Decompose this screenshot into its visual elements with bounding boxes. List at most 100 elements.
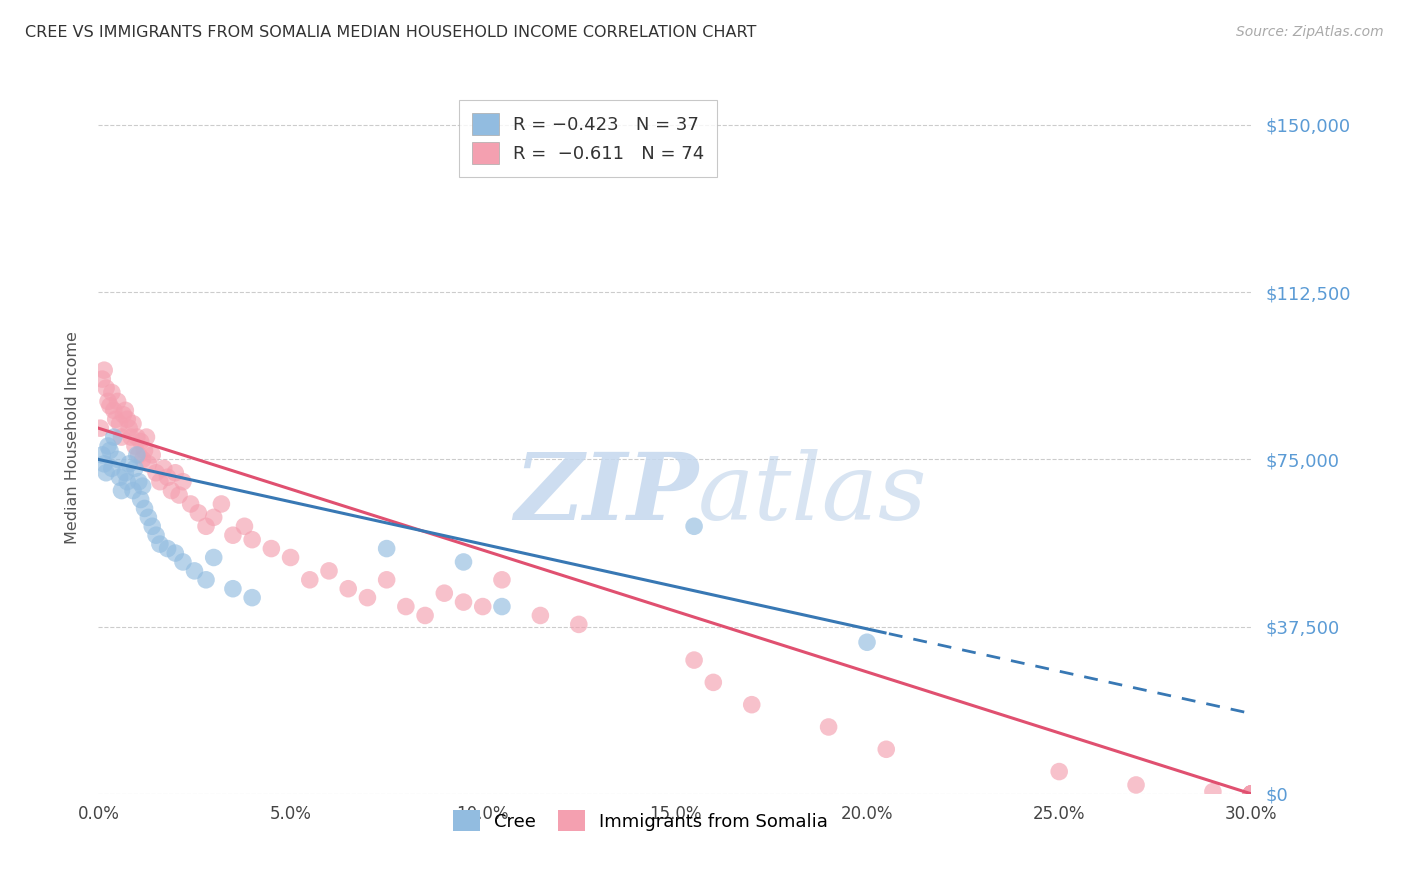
Point (240, 591, 263, 605)
Point (101, 385, 124, 400)
Point (129, 492, 152, 507)
Point (125, 430, 148, 444)
Point (152, 461, 174, 475)
Point (683, 519, 706, 533)
Point (160, 483, 183, 498)
Point (114, 466, 136, 480)
Point (1240, 787, 1263, 801)
Point (202, 550, 225, 565)
Point (529, 608, 551, 623)
Point (1240, 787, 1263, 801)
Point (375, 541, 398, 556)
Point (110, 430, 132, 444)
Point (103, 430, 125, 444)
Point (240, 533, 263, 547)
Point (138, 457, 160, 471)
Point (1240, 787, 1263, 801)
Point (817, 720, 839, 734)
Point (91, 448, 114, 462)
Point (222, 582, 245, 596)
Point (145, 466, 167, 480)
Point (122, 417, 145, 431)
Point (114, 403, 136, 417)
Point (165, 466, 187, 480)
Point (108, 470, 131, 484)
Point (156, 470, 179, 484)
Point (337, 582, 360, 596)
Point (122, 483, 145, 498)
Point (118, 421, 141, 435)
Point (156, 541, 179, 556)
Point (131, 452, 153, 467)
Point (98, 443, 121, 458)
Point (124, 439, 146, 453)
Point (131, 479, 153, 493)
Point (89, 421, 111, 435)
Point (104, 412, 127, 426)
Point (167, 488, 190, 502)
Text: atlas: atlas (697, 450, 928, 539)
Text: ZIP: ZIP (513, 450, 697, 539)
Point (1240, 787, 1263, 801)
Point (172, 555, 194, 569)
Point (135, 430, 157, 444)
Point (433, 586, 456, 600)
Point (91, 372, 114, 386)
Point (280, 550, 302, 565)
Point (93, 457, 115, 471)
Point (375, 573, 398, 587)
Point (128, 475, 150, 489)
Point (124, 461, 146, 475)
Point (180, 497, 202, 511)
Point (741, 698, 763, 712)
Point (260, 541, 283, 556)
Point (108, 417, 131, 431)
Point (1240, 787, 1263, 801)
Point (149, 537, 172, 551)
Point (129, 434, 152, 449)
Point (187, 506, 209, 520)
Point (138, 510, 160, 524)
Point (112, 408, 135, 422)
Point (107, 394, 129, 409)
Point (233, 519, 256, 533)
Point (222, 528, 245, 542)
Point (1240, 787, 1263, 801)
Point (856, 635, 879, 649)
Point (128, 448, 150, 462)
Point (1125, 778, 1147, 792)
Point (145, 528, 167, 542)
Point (165, 546, 187, 560)
Legend: Cree, Immigrants from Somalia: Cree, Immigrants from Somalia (446, 803, 835, 838)
Point (118, 457, 141, 471)
Point (172, 475, 194, 489)
Point (298, 573, 321, 587)
Point (1240, 787, 1263, 801)
Point (141, 519, 163, 533)
Point (107, 452, 129, 467)
Point (683, 653, 706, 667)
Point (209, 497, 232, 511)
Point (117, 412, 139, 426)
Point (149, 475, 172, 489)
Point (101, 461, 124, 475)
Point (183, 564, 205, 578)
Point (117, 475, 139, 489)
Point (356, 591, 378, 605)
Point (94, 381, 117, 395)
Text: CREE VS IMMIGRANTS FROM SOMALIA MEDIAN HOUSEHOLD INCOME CORRELATION CHART: CREE VS IMMIGRANTS FROM SOMALIA MEDIAN H… (25, 25, 756, 40)
Point (134, 443, 156, 458)
Point (413, 608, 436, 623)
Point (125, 448, 148, 462)
Point (110, 483, 132, 498)
Point (93, 363, 115, 377)
Point (202, 510, 225, 524)
Point (1240, 787, 1263, 801)
Point (97, 394, 120, 409)
Point (141, 448, 163, 462)
Point (120, 430, 142, 444)
Point (97, 439, 120, 453)
Point (1047, 764, 1070, 779)
Point (453, 555, 475, 569)
Point (875, 742, 897, 756)
